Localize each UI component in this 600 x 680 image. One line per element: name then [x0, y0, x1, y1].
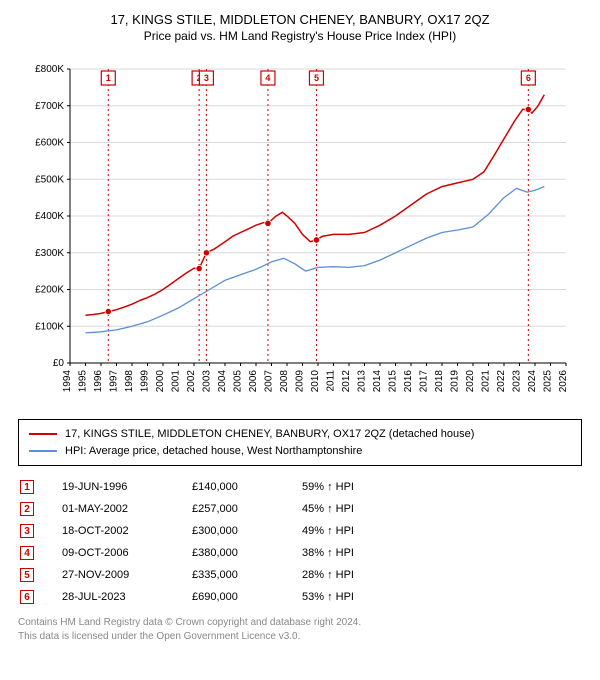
svg-text:2021: 2021 [481, 370, 492, 393]
sales-row: 2 01-MAY-2002£257,00045% ↑ HPI [18, 498, 582, 520]
svg-text:2002: 2002 [186, 370, 197, 393]
svg-text:£200K: £200K [35, 285, 64, 296]
sales-row: 6 28-JUL-2023£690,00053% ↑ HPI [18, 586, 582, 608]
svg-text:4: 4 [265, 73, 270, 83]
svg-text:2000: 2000 [155, 370, 166, 393]
svg-text:3: 3 [204, 73, 209, 83]
footer-line2: This data is licensed under the Open Gov… [18, 630, 582, 644]
legend-label-hpi: HPI: Average price, detached house, West… [65, 443, 362, 460]
svg-text:1996: 1996 [93, 370, 104, 393]
sale-price: £140,000 [192, 481, 302, 493]
footer-line1: Contains HM Land Registry data © Crown c… [18, 616, 582, 630]
svg-text:2005: 2005 [233, 370, 244, 393]
sale-date: 09-OCT-2006 [62, 547, 192, 559]
sale-marker-box: 3 [20, 524, 34, 538]
sale-marker-box: 5 [20, 568, 34, 582]
sale-price: £690,000 [192, 591, 302, 603]
legend-label-property: 17, KINGS STILE, MIDDLETON CHENEY, BANBU… [65, 426, 474, 443]
sale-date: 27-NOV-2009 [62, 569, 192, 581]
svg-text:2018: 2018 [434, 370, 445, 393]
sale-price: £257,000 [192, 503, 302, 515]
sales-table: 1 19-JUN-1996£140,00059% ↑ HPI 2 01-MAY-200… [18, 476, 582, 608]
svg-text:2012: 2012 [341, 370, 352, 393]
svg-text:£300K: £300K [35, 248, 64, 259]
sale-date: 01-MAY-2002 [62, 503, 192, 515]
svg-text:2024: 2024 [527, 370, 538, 393]
svg-text:£600K: £600K [35, 138, 64, 149]
svg-text:2026: 2026 [558, 370, 569, 393]
svg-text:2017: 2017 [419, 370, 430, 393]
svg-text:2001: 2001 [171, 370, 182, 393]
footer: Contains HM Land Registry data © Crown c… [18, 616, 582, 643]
sale-date: 18-OCT-2002 [62, 525, 192, 537]
svg-text:6: 6 [526, 73, 531, 83]
sale-pct: 28% ↑ HPI [302, 569, 402, 581]
price-chart: £0 £100K £200K £300K £400K £500K £600K £700K £80… [18, 51, 578, 411]
svg-text:2016: 2016 [403, 370, 414, 393]
svg-text:2003: 2003 [202, 370, 213, 393]
svg-text:£100K: £100K [35, 321, 64, 332]
svg-text:1994: 1994 [62, 370, 73, 393]
svg-text:2023: 2023 [512, 370, 523, 393]
page-title: 17, KINGS STILE, MIDDLETON CHENEY, BANBU… [18, 12, 582, 27]
svg-text:2025: 2025 [543, 370, 554, 393]
svg-text:1997: 1997 [109, 370, 120, 393]
sale-price: £335,000 [192, 569, 302, 581]
sales-row: 1 19-JUN-1996£140,00059% ↑ HPI [18, 476, 582, 498]
svg-text:2011: 2011 [326, 370, 337, 392]
svg-text:2019: 2019 [450, 370, 461, 393]
svg-text:2014: 2014 [372, 370, 383, 393]
svg-text:1999: 1999 [140, 370, 151, 393]
svg-text:1998: 1998 [124, 370, 135, 393]
legend-row-property: 17, KINGS STILE, MIDDLETON CHENEY, BANBU… [29, 426, 571, 443]
svg-text:2004: 2004 [217, 370, 228, 393]
svg-text:£800K: £800K [35, 64, 64, 75]
svg-text:2013: 2013 [357, 370, 368, 393]
legend-row-hpi: HPI: Average price, detached house, West… [29, 443, 571, 460]
sale-price: £300,000 [192, 525, 302, 537]
sales-row: 5 27-NOV-2009£335,00028% ↑ HPI [18, 564, 582, 586]
svg-text:2007: 2007 [264, 370, 275, 393]
sale-pct: 49% ↑ HPI [302, 525, 402, 537]
svg-text:2020: 2020 [465, 370, 476, 393]
sale-marker-box: 6 [20, 590, 34, 604]
legend-swatch-hpi [29, 450, 57, 452]
svg-text:5: 5 [314, 73, 319, 83]
svg-text:1: 1 [106, 73, 111, 83]
sales-row: 3 18-OCT-2002£300,00049% ↑ HPI [18, 520, 582, 542]
sale-date: 19-JUN-1996 [62, 481, 192, 493]
sale-pct: 53% ↑ HPI [302, 591, 402, 603]
sale-pct: 45% ↑ HPI [302, 503, 402, 515]
svg-text:1995: 1995 [78, 370, 89, 393]
svg-text:£700K: £700K [35, 101, 64, 112]
legend-swatch-property [29, 433, 57, 435]
sale-pct: 59% ↑ HPI [302, 481, 402, 493]
page: 17, KINGS STILE, MIDDLETON CHENEY, BANBU… [0, 0, 600, 655]
sale-marker-box: 1 [20, 480, 34, 494]
svg-text:2022: 2022 [496, 370, 507, 393]
sale-marker-box: 2 [20, 502, 34, 516]
svg-text:2015: 2015 [388, 370, 399, 393]
svg-text:2008: 2008 [279, 370, 290, 393]
sale-price: £380,000 [192, 547, 302, 559]
svg-text:£500K: £500K [35, 174, 64, 185]
svg-text:2006: 2006 [248, 370, 259, 393]
svg-text:£400K: £400K [35, 211, 64, 222]
svg-text:£0: £0 [53, 358, 65, 369]
sale-date: 28-JUL-2023 [62, 591, 192, 603]
sales-row: 4 09-OCT-2006£380,00038% ↑ HPI [18, 542, 582, 564]
sale-marker-box: 4 [20, 546, 34, 560]
svg-text:2009: 2009 [295, 370, 306, 393]
svg-text:2010: 2010 [310, 370, 321, 393]
sale-pct: 38% ↑ HPI [302, 547, 402, 559]
legend: 17, KINGS STILE, MIDDLETON CHENEY, BANBU… [18, 419, 582, 466]
page-subtitle: Price paid vs. HM Land Registry's House … [18, 29, 582, 43]
